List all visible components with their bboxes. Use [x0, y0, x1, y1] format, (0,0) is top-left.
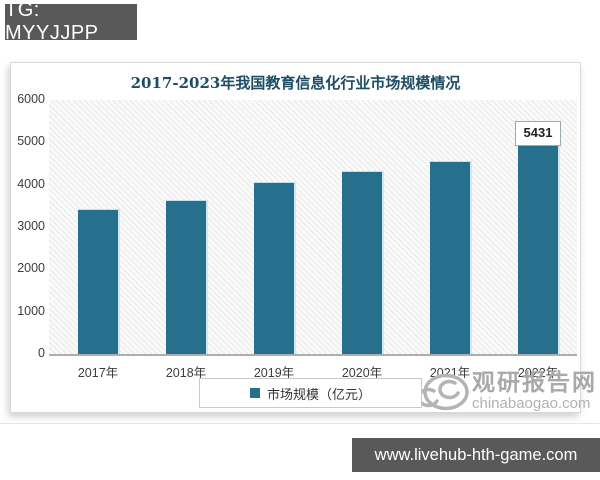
- watermark: 观研报告网 chinabaogao.com: [422, 370, 600, 416]
- y-axis-tick: 5000: [17, 134, 45, 148]
- tg-badge: TG: MYYJJPP: [5, 0, 137, 44]
- legend-marker-icon: [249, 388, 260, 398]
- swirl-logo-icon: [422, 373, 469, 411]
- plot-area: [49, 100, 577, 356]
- x-axis-label: 2019年: [253, 366, 295, 380]
- chart-card: 2017-2023年我国教育信息化行业市场规模情况 0 1000 2000 3000 4…: [10, 62, 581, 413]
- bar-2017年: [78, 209, 120, 354]
- page-divider: [0, 423, 600, 424]
- watermark-site-url: chinabaogao.com: [472, 395, 591, 412]
- footer-url-bar: www.livehub-hth-game.com: [352, 438, 600, 472]
- y-axis-tick: 2000: [17, 261, 45, 275]
- bar-2019年: [254, 182, 296, 354]
- bar-2018年: [166, 200, 208, 354]
- tg-badge-label: TG: MYYJJPP: [5, 0, 99, 44]
- bar-2022年: [518, 123, 560, 354]
- bar-2021年: [430, 161, 472, 354]
- legend-label: 市场规模（亿元）: [266, 386, 371, 402]
- chart-title: 2017-2023年我国教育信息化行业市场规模情况: [130, 74, 461, 92]
- y-axis-tick: 1000: [17, 304, 45, 318]
- x-axis-label: 2018年: [165, 366, 207, 380]
- watermark-texts: 观研报告网 chinabaogao.com: [472, 369, 597, 413]
- y-axis-tick: 3000: [17, 219, 45, 233]
- x-axis-label: 2017年: [77, 366, 119, 380]
- legend: 市场规模（亿元）: [199, 378, 422, 408]
- x-axis-label: 2022年: [517, 366, 559, 380]
- bar-2020年: [342, 171, 384, 354]
- y-axis-tick: 0: [38, 346, 45, 360]
- bar-value-label: 5431: [515, 121, 561, 146]
- watermark-site-name: 观研报告网: [472, 369, 597, 395]
- x-axis-label: 2020年: [341, 366, 383, 380]
- y-axis-tick: 6000: [17, 92, 45, 106]
- footer-url: www.livehub-hth-game.com: [374, 445, 578, 464]
- y-axis-tick: 4000: [17, 177, 45, 191]
